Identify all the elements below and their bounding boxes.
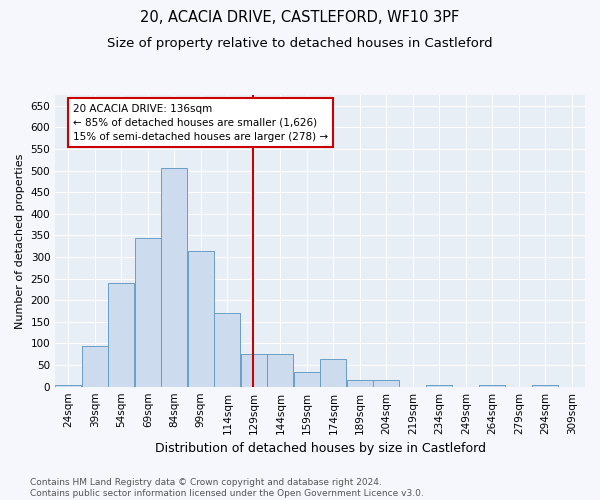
Text: Size of property relative to detached houses in Castleford: Size of property relative to detached ho… [107,38,493,51]
Bar [373,380,399,386]
Bar [214,313,241,386]
Bar [82,346,108,387]
Text: 20 ACACIA DRIVE: 136sqm
← 85% of detached houses are smaller (1,626)
15% of semi: 20 ACACIA DRIVE: 136sqm ← 85% of detache… [73,104,328,142]
Bar [532,384,558,386]
Bar [294,372,320,386]
Y-axis label: Number of detached properties: Number of detached properties [15,153,25,328]
Bar [188,250,214,386]
Text: Contains HM Land Registry data © Crown copyright and database right 2024.
Contai: Contains HM Land Registry data © Crown c… [30,478,424,498]
Bar [55,384,82,386]
Bar [109,283,134,387]
Bar [161,168,187,386]
X-axis label: Distribution of detached houses by size in Castleford: Distribution of detached houses by size … [155,442,485,455]
Bar [241,354,267,386]
Text: 20, ACACIA DRIVE, CASTLEFORD, WF10 3PF: 20, ACACIA DRIVE, CASTLEFORD, WF10 3PF [140,10,460,25]
Bar [268,354,293,386]
Bar [135,238,161,386]
Bar [427,384,452,386]
Bar [479,384,505,386]
Bar [347,380,373,386]
Bar [320,358,346,386]
